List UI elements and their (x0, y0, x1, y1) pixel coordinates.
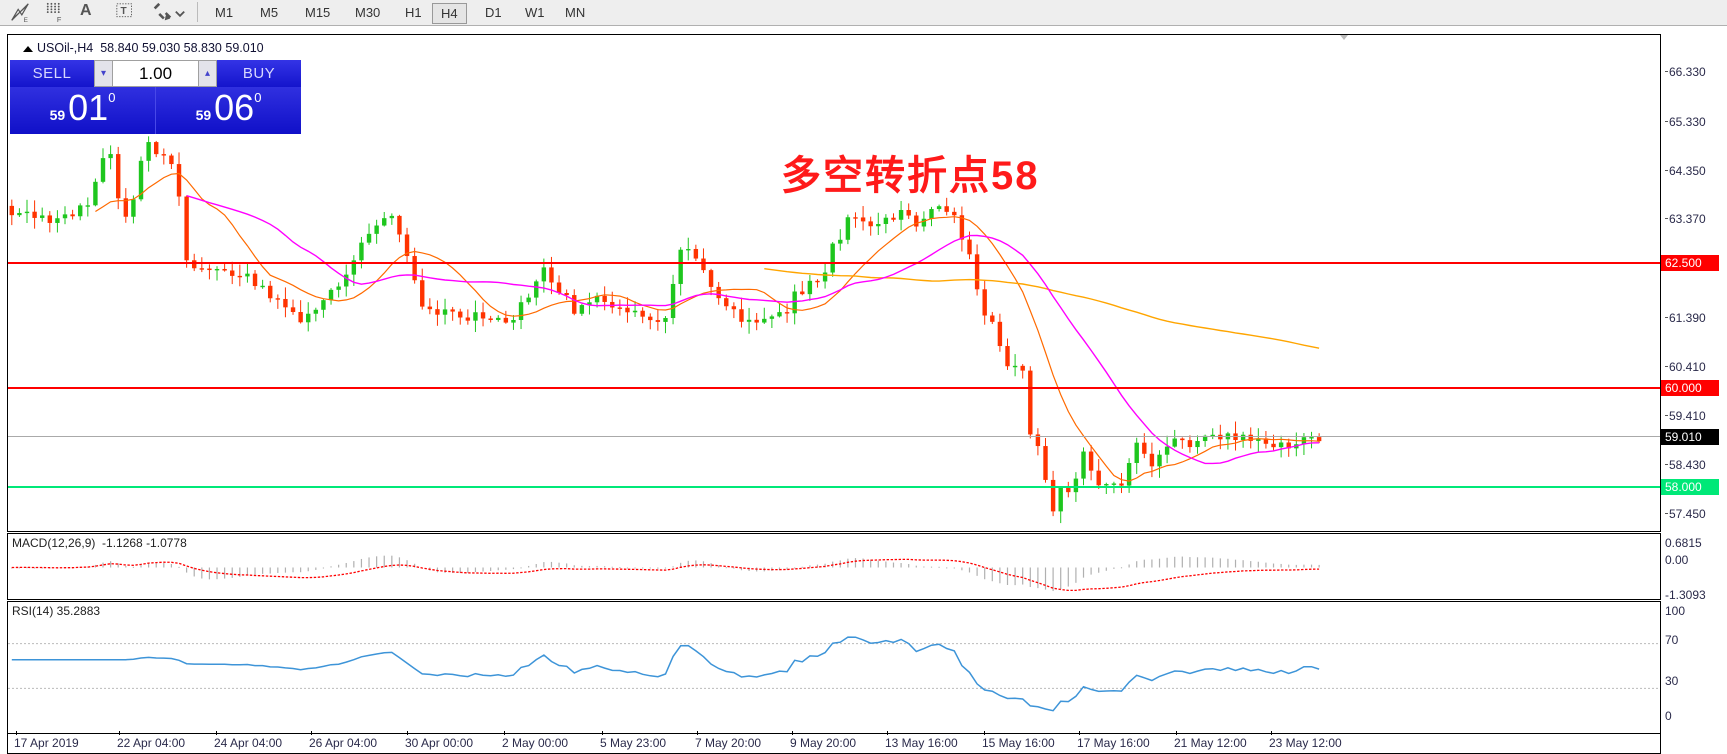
svg-text:F: F (57, 15, 62, 24)
svg-text:T: T (121, 6, 128, 17)
svg-text:E: E (24, 17, 28, 24)
